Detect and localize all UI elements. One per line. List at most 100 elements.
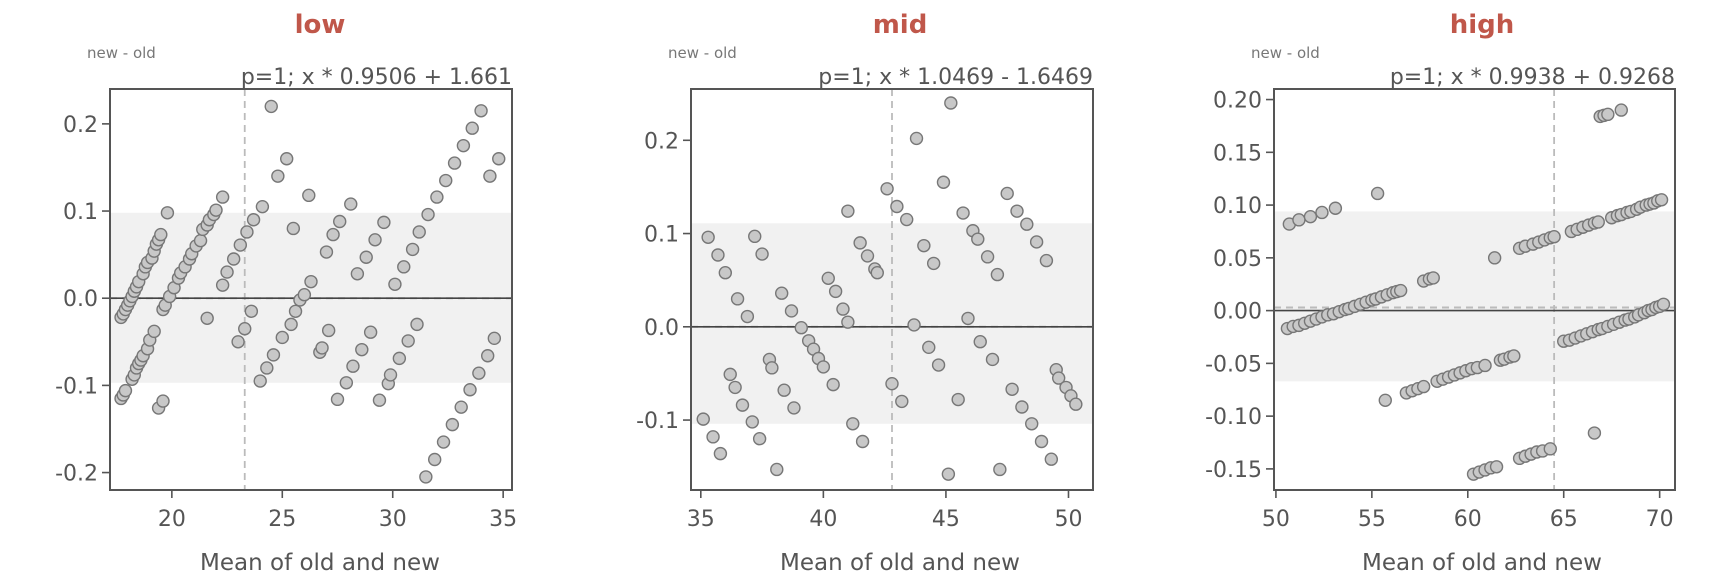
data-point	[846, 417, 860, 431]
data-point	[472, 366, 486, 380]
data-point	[723, 367, 737, 382]
data-point	[826, 377, 840, 392]
data-point	[487, 331, 502, 346]
data-point	[711, 248, 725, 262]
data-point	[841, 204, 855, 218]
plot-frame	[1273, 88, 1676, 491]
data-point	[200, 311, 214, 325]
y-axis-label: new - old	[87, 44, 156, 62]
data-point	[147, 324, 161, 339]
data-point	[1044, 452, 1059, 466]
data-point	[880, 182, 894, 196]
data-point	[755, 247, 769, 261]
data-point	[1487, 251, 1502, 265]
data-point	[244, 304, 259, 318]
data-point	[255, 199, 270, 214]
data-point	[421, 207, 435, 222]
chart-title: mid	[873, 10, 928, 40]
data-point	[410, 317, 424, 332]
data-point	[821, 271, 835, 286]
data-point	[971, 232, 985, 246]
data-point	[405, 242, 420, 257]
data-point	[246, 213, 261, 227]
data-point	[302, 188, 316, 203]
data-point	[330, 392, 345, 407]
data-point	[297, 288, 312, 302]
chart-title: low	[295, 10, 346, 40]
data-point	[439, 173, 453, 188]
data-point	[1034, 434, 1049, 449]
data-point	[226, 252, 241, 266]
data-point	[917, 238, 931, 253]
data-point	[1025, 417, 1039, 431]
data-point	[730, 292, 745, 306]
data-point	[931, 358, 946, 372]
data-point	[1507, 349, 1521, 363]
data-point	[319, 245, 334, 259]
data-point	[774, 286, 789, 300]
data-point	[1039, 253, 1054, 268]
data-point	[1315, 205, 1329, 220]
data-point	[231, 335, 245, 349]
y-tick-label: -0.2	[55, 462, 98, 487]
data-point	[777, 383, 791, 397]
regression-annotation: p=1; x * 0.9506 + 1.661	[241, 65, 512, 90]
data-point	[860, 249, 875, 263]
data-point	[1328, 201, 1343, 215]
data-point	[430, 190, 444, 204]
data-point	[990, 267, 1005, 282]
data-point	[728, 380, 742, 395]
chart-panel-high: high new - old p=1; x * 0.9938 + 0.9268 50 5…	[1205, 10, 1676, 576]
y-tick-label: -0.1	[55, 374, 98, 399]
data-point	[1292, 213, 1306, 227]
limits-of-agreement-band	[1274, 211, 1675, 382]
x-tick-label: 40	[809, 507, 837, 532]
data-point	[286, 221, 301, 236]
data-point	[271, 169, 285, 183]
data-point	[1587, 426, 1602, 440]
data-point	[993, 462, 1007, 477]
data-point	[359, 250, 373, 264]
chart-title: high	[1450, 10, 1515, 40]
data-point	[1601, 107, 1615, 122]
data-point	[284, 317, 298, 332]
plot-frame	[109, 88, 513, 491]
data-point	[156, 394, 170, 408]
y-tick-label: 0.10	[1213, 194, 1262, 219]
data-point	[304, 274, 318, 289]
data-point	[344, 197, 358, 211]
y-tick-label: -0.05	[1205, 352, 1262, 377]
data-point	[1478, 358, 1492, 373]
data-point	[333, 214, 347, 229]
data-point	[1069, 397, 1083, 411]
data-point	[961, 311, 975, 326]
y-tick-label: 0.2	[63, 113, 98, 138]
data-point	[397, 260, 411, 274]
data-point	[419, 470, 433, 484]
data-point	[215, 190, 230, 204]
data-point	[836, 302, 850, 316]
data-point	[870, 266, 884, 280]
data-point	[315, 341, 329, 355]
data-point	[718, 266, 733, 280]
data-point	[1426, 271, 1440, 285]
x-tick-label: 55	[1358, 507, 1386, 532]
data-point	[392, 351, 407, 366]
data-point	[427, 452, 442, 467]
y-tick-label: -0.10	[1205, 405, 1262, 430]
data-point	[1614, 103, 1628, 117]
data-point	[326, 227, 340, 242]
data-point	[1656, 297, 1671, 311]
data-point	[160, 206, 175, 220]
data-point	[1051, 371, 1066, 385]
data-point	[220, 265, 234, 279]
y-tick-label: 0.15	[1213, 141, 1262, 166]
data-point	[346, 359, 360, 373]
data-point	[1020, 217, 1034, 231]
data-point	[1393, 283, 1408, 298]
x-axis-label: Mean of old and new	[1362, 550, 1602, 576]
data-point	[936, 175, 951, 189]
data-point	[154, 227, 168, 242]
data-point	[321, 323, 336, 338]
data-point	[1654, 193, 1669, 207]
